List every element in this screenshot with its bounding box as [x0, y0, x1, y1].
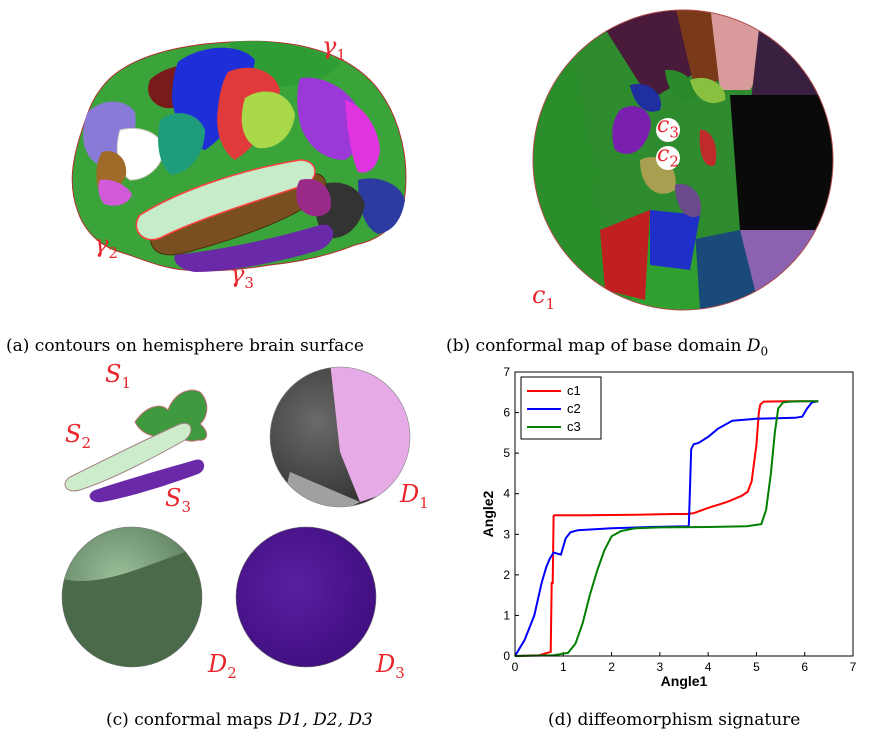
chart-legend: c1 c2 c3 — [520, 376, 602, 440]
y-tick-label: 1 — [503, 608, 510, 622]
y-tick-label: 4 — [503, 487, 510, 501]
brain-surface-image — [71, 40, 407, 272]
x-tick-label: 1 — [560, 660, 567, 674]
chart-series — [514, 400, 819, 657]
caption-d: (d) diffeomorphism signature — [548, 710, 801, 730]
conformal-disk-d0 — [532, 9, 834, 311]
caption-b: (b) conformal map of base domain D0 — [446, 336, 769, 359]
legend-label-c3: c3 — [567, 419, 581, 434]
d2-label: D2 — [208, 650, 237, 682]
s2-label: S2 — [65, 420, 91, 452]
c2-label: c2 — [657, 142, 679, 171]
d1-label: D1 — [400, 480, 429, 512]
x-tick-label: 0 — [512, 660, 519, 674]
x-tick-label: 6 — [801, 660, 808, 674]
caption-c: (c) conformal maps D1, D2, D3 — [106, 710, 373, 730]
panel-c-maps: S1 S2 S3 D1 D2 D3 — [40, 362, 440, 714]
y-axis-label: Angle2 — [480, 490, 496, 537]
y-tick-label: 3 — [503, 527, 510, 541]
x-tick-label: 2 — [608, 660, 615, 674]
gamma-3-label: γ3 — [230, 260, 254, 292]
s3-label: S3 — [165, 484, 191, 516]
y-tick-label: 6 — [503, 406, 510, 420]
series-line-c1 — [514, 400, 819, 657]
panel-d-chart: 0 1 2 3 4 5 6 7 0 1 2 3 4 5 6 7 Angle1 Angle2 c1 c2 c3 — [470, 362, 870, 707]
y-tick-label: 2 — [503, 568, 510, 582]
panel-a-brain: γ1 γ2 γ3 — [0, 0, 440, 335]
y-tick-label: 0 — [503, 649, 510, 663]
conformal-maps-image — [61, 366, 411, 668]
y-tick-label: 7 — [503, 365, 510, 379]
y-tick-label: 5 — [503, 446, 510, 460]
caption-a: (a) contours on hemisphere brain surface — [6, 336, 364, 356]
c1-label: c1 — [532, 281, 555, 313]
legend-label-c1: c1 — [567, 383, 581, 398]
panel-b-disk: c3 c2 c1 — [500, 0, 876, 330]
x-axis-label: Angle1 — [661, 673, 708, 689]
legend-label-c2: c2 — [567, 401, 581, 416]
series-line-c3 — [514, 400, 819, 657]
axis-ticks: 0 1 2 3 4 5 6 7 0 1 2 3 4 5 6 7 — [503, 365, 856, 674]
x-tick-label: 3 — [657, 660, 664, 674]
x-tick-label: 4 — [705, 660, 712, 674]
diffeomorphism-signature-chart: 0 1 2 3 4 5 6 7 0 1 2 3 4 5 6 7 Angle1 Angle2 c1 c2 c3 — [480, 365, 857, 689]
gamma-2-label: γ2 — [94, 230, 118, 262]
x-tick-label: 5 — [753, 660, 760, 674]
d3-label: D3 — [376, 650, 405, 682]
c3-label: c3 — [657, 113, 679, 142]
plot-frame — [514, 371, 854, 657]
x-tick-label: 7 — [850, 660, 857, 674]
s1-label: S1 — [105, 360, 131, 392]
gamma-1-label: γ1 — [322, 32, 346, 64]
